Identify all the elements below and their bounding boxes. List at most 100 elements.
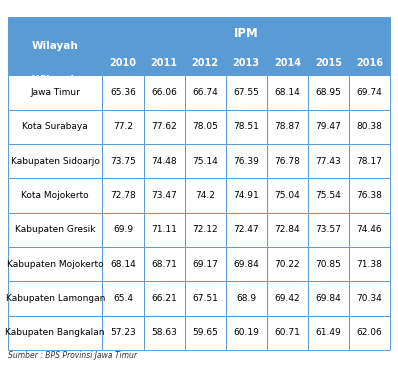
Bar — [144, 110, 185, 144]
Bar — [185, 178, 226, 213]
Bar — [144, 247, 185, 281]
Text: 65.4: 65.4 — [113, 294, 133, 303]
Text: 62.06: 62.06 — [357, 328, 382, 337]
Text: 72.47: 72.47 — [233, 225, 259, 234]
Text: Jawa Timur: Jawa Timur — [30, 88, 80, 97]
Text: 74.91: 74.91 — [233, 191, 259, 200]
Bar — [102, 213, 144, 247]
Text: 68.9: 68.9 — [236, 294, 256, 303]
Bar — [267, 51, 308, 75]
Text: 2014: 2014 — [274, 58, 301, 68]
Text: 65.36: 65.36 — [110, 88, 136, 97]
Text: 2013: 2013 — [233, 58, 260, 68]
Bar — [349, 178, 390, 213]
Bar — [267, 213, 308, 247]
Bar — [349, 75, 390, 110]
Bar — [226, 281, 267, 316]
Text: 70.34: 70.34 — [357, 294, 382, 303]
Text: 78.17: 78.17 — [357, 157, 382, 166]
Bar — [308, 75, 349, 110]
Text: 67.51: 67.51 — [192, 294, 218, 303]
Bar — [144, 75, 185, 110]
Bar — [102, 110, 144, 144]
Bar — [8, 110, 102, 144]
Bar — [185, 110, 226, 144]
Text: 71.11: 71.11 — [151, 225, 177, 234]
Bar — [267, 110, 308, 144]
Text: 68.14: 68.14 — [275, 88, 300, 97]
Bar — [8, 281, 102, 316]
Bar — [8, 144, 102, 178]
Text: 77.62: 77.62 — [151, 122, 177, 131]
Bar — [144, 213, 185, 247]
Text: 73.75: 73.75 — [110, 157, 136, 166]
Bar — [102, 178, 144, 213]
Bar — [185, 316, 226, 350]
Bar — [267, 247, 308, 281]
Text: Kabupaten Gresik: Kabupaten Gresik — [15, 225, 96, 234]
Bar — [226, 247, 267, 281]
Text: 69.9: 69.9 — [113, 225, 133, 234]
Bar — [226, 316, 267, 350]
Text: 66.06: 66.06 — [151, 88, 177, 97]
Text: 80.38: 80.38 — [357, 122, 382, 131]
Text: 60.19: 60.19 — [233, 328, 259, 337]
Text: Kabupaten Bangkalan: Kabupaten Bangkalan — [6, 328, 105, 337]
Text: 76.39: 76.39 — [233, 157, 259, 166]
Text: 60.71: 60.71 — [274, 328, 300, 337]
Bar — [8, 75, 102, 110]
Bar — [308, 281, 349, 316]
Bar — [102, 144, 144, 178]
Bar — [349, 51, 390, 75]
Text: Kabupaten Sidoarjo: Kabupaten Sidoarjo — [11, 157, 100, 166]
Bar — [308, 51, 349, 75]
Bar — [144, 144, 185, 178]
Text: 58.63: 58.63 — [151, 328, 177, 337]
Bar — [8, 213, 102, 247]
Text: 73.47: 73.47 — [151, 191, 177, 200]
Text: 79.47: 79.47 — [316, 122, 341, 131]
Bar — [144, 316, 185, 350]
Text: 78.51: 78.51 — [233, 122, 259, 131]
Text: 73.57: 73.57 — [316, 225, 341, 234]
Text: 76.38: 76.38 — [357, 191, 382, 200]
Text: 78.05: 78.05 — [192, 122, 218, 131]
Text: 2015: 2015 — [315, 58, 342, 68]
Bar — [226, 51, 267, 75]
Bar — [349, 281, 390, 316]
Text: 75.54: 75.54 — [316, 191, 341, 200]
Bar — [267, 75, 308, 110]
Text: 70.22: 70.22 — [275, 260, 300, 269]
Bar — [185, 247, 226, 281]
Text: 68.14: 68.14 — [110, 260, 136, 269]
Text: 75.14: 75.14 — [192, 157, 218, 166]
Bar — [308, 316, 349, 350]
Text: 67.55: 67.55 — [233, 88, 259, 97]
Text: 2012: 2012 — [192, 58, 219, 68]
Text: 75.04: 75.04 — [275, 191, 300, 200]
Text: Sumber : BPS Provinsi Jawa Timur: Sumber : BPS Provinsi Jawa Timur — [8, 352, 137, 360]
Bar — [226, 110, 267, 144]
Bar — [308, 247, 349, 281]
Text: 69.42: 69.42 — [275, 294, 300, 303]
Text: Kota Surabaya: Kota Surabaya — [22, 122, 88, 131]
Bar — [185, 213, 226, 247]
Text: Kota Mojokerto: Kota Mojokerto — [21, 191, 89, 200]
Bar — [308, 178, 349, 213]
Text: 71.38: 71.38 — [357, 260, 382, 269]
Text: 59.65: 59.65 — [192, 328, 218, 337]
Text: 57.23: 57.23 — [110, 328, 136, 337]
Bar — [267, 316, 308, 350]
Bar — [226, 144, 267, 178]
Text: 70.85: 70.85 — [316, 260, 341, 269]
Bar — [185, 51, 226, 75]
Text: 68.95: 68.95 — [316, 88, 341, 97]
Bar — [102, 51, 144, 75]
Bar — [349, 247, 390, 281]
Text: 74.2: 74.2 — [195, 191, 215, 200]
Bar — [8, 316, 102, 350]
Bar — [349, 144, 390, 178]
Text: Wilayah: Wilayah — [32, 41, 79, 51]
Bar — [8, 17, 102, 75]
Bar — [267, 281, 308, 316]
